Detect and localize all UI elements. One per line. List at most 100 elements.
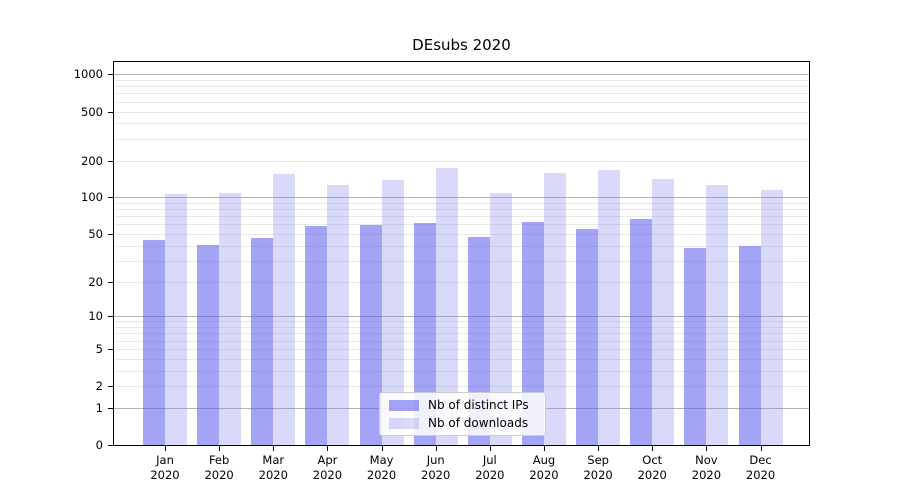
gridline-minor bbox=[114, 245, 809, 247]
y-axis-tick-label: 1 bbox=[95, 400, 103, 415]
x-tick-year: 2020 bbox=[312, 468, 343, 482]
gridline-minor bbox=[114, 260, 809, 262]
y-axis-tick-label: 50 bbox=[88, 227, 103, 242]
y-axis-tick-mark bbox=[108, 197, 113, 199]
x-tick-month: Jun bbox=[426, 453, 445, 467]
y-axis-tick-mark bbox=[108, 281, 113, 283]
gridline-minor bbox=[114, 209, 809, 211]
gridline-minor bbox=[114, 160, 809, 162]
x-tick-month: May bbox=[369, 453, 394, 467]
x-tick-year: 2020 bbox=[475, 468, 505, 482]
y-axis-tick-mark bbox=[108, 74, 113, 76]
gridline-major bbox=[114, 197, 809, 199]
gridline-minor bbox=[114, 138, 809, 140]
legend-swatch-downloads bbox=[389, 417, 419, 429]
x-axis-tick-label-dec: Dec 2020 bbox=[733, 453, 789, 483]
gridline-minor bbox=[114, 281, 809, 283]
y-axis-tick-label: 5 bbox=[95, 341, 103, 356]
grid-layer bbox=[114, 62, 809, 445]
bar-downloads-aug bbox=[543, 173, 566, 445]
x-tick-year: 2020 bbox=[745, 468, 776, 482]
x-tick-year: 2020 bbox=[529, 468, 559, 482]
bar-downloads-may bbox=[381, 179, 404, 445]
x-axis-tick-label-oct: Oct 2020 bbox=[624, 453, 680, 483]
bar-downloads-mar bbox=[273, 174, 296, 445]
y-axis-tick-label: 10 bbox=[88, 309, 103, 324]
bar-downloads-jul bbox=[489, 192, 512, 445]
gridline-minor bbox=[114, 340, 809, 342]
y-axis-tick-mark bbox=[108, 445, 113, 446]
x-axis-tick-mark bbox=[598, 446, 600, 451]
chart-title: DEsubs 2020 bbox=[412, 36, 511, 54]
gridline-minor bbox=[114, 234, 809, 236]
x-axis-tick-label-may: May 2020 bbox=[354, 453, 410, 483]
x-axis-tick-label-aug: Aug 2020 bbox=[516, 453, 572, 483]
x-axis-tick-mark bbox=[273, 446, 275, 451]
y-axis-tick-label: 1000 bbox=[73, 67, 103, 82]
gridline-minor bbox=[114, 203, 809, 205]
bar-distinct-ips-jun bbox=[413, 222, 436, 445]
x-tick-month: Oct bbox=[642, 453, 663, 467]
bar-downloads-dec bbox=[760, 190, 783, 445]
gridline-major bbox=[114, 74, 809, 76]
legend-entry-distinct-ips: Nb of distinct IPs bbox=[389, 398, 536, 412]
x-tick-month: Nov bbox=[695, 453, 718, 467]
y-axis-tick-label: 100 bbox=[81, 190, 103, 205]
y-axis-tick-mark bbox=[108, 160, 113, 162]
x-axis-tick-mark bbox=[219, 446, 221, 451]
x-axis-tick-label-sep: Sep 2020 bbox=[570, 453, 626, 483]
y-axis-tick-mark bbox=[108, 407, 113, 409]
x-axis-tick-mark bbox=[760, 446, 762, 451]
x-axis-tick-mark bbox=[489, 446, 491, 451]
y-axis-tick-label: 500 bbox=[81, 104, 103, 119]
y-axis-tick-label: 200 bbox=[81, 153, 103, 168]
x-tick-year: 2020 bbox=[258, 468, 288, 482]
x-tick-month: Dec bbox=[749, 453, 772, 467]
legend: Nb of distinct IPs Nb of downloads bbox=[379, 392, 546, 436]
bar-distinct-ips-feb bbox=[197, 244, 220, 445]
x-tick-month: Mar bbox=[262, 453, 285, 467]
bar-distinct-ips-apr bbox=[305, 226, 328, 445]
bar-downloads-apr bbox=[327, 184, 350, 445]
bar-distinct-ips-nov bbox=[684, 248, 707, 445]
bar-downloads-sep bbox=[598, 169, 621, 445]
x-axis-tick-mark bbox=[706, 446, 708, 451]
x-tick-month: Feb bbox=[208, 453, 230, 467]
x-axis-tick-label-nov: Nov 2020 bbox=[678, 453, 734, 483]
y-axis-tick-mark bbox=[108, 348, 113, 350]
bar-downloads-feb bbox=[219, 193, 242, 445]
bar-distinct-ips-aug bbox=[521, 221, 544, 445]
bar-distinct-ips-mar bbox=[251, 238, 274, 445]
gridline-minor bbox=[114, 80, 809, 82]
gridline-minor bbox=[114, 86, 809, 88]
gridline-minor bbox=[114, 370, 809, 372]
gridline-minor bbox=[114, 358, 809, 360]
bars-layer bbox=[114, 62, 809, 445]
y-axis-tick-mark bbox=[108, 316, 113, 318]
x-axis-tick-label-feb: Feb 2020 bbox=[191, 453, 247, 483]
plot-area: Nb of distinct IPs Nb of downloads bbox=[113, 61, 810, 446]
bar-distinct-ips-dec bbox=[738, 245, 761, 445]
y-axis-tick-mark bbox=[108, 234, 113, 236]
gridline-minor bbox=[114, 101, 809, 103]
bar-downloads-jan bbox=[165, 194, 187, 445]
x-axis-tick-mark bbox=[327, 446, 329, 451]
x-axis-tick-mark bbox=[381, 446, 383, 451]
x-tick-month: Aug bbox=[532, 453, 556, 467]
x-axis-tick-label-apr: Apr 2020 bbox=[299, 453, 355, 483]
legend-swatch-distinct-ips bbox=[389, 399, 419, 411]
y-axis-tick-label: 20 bbox=[88, 274, 103, 289]
bar-distinct-ips-jan bbox=[143, 239, 165, 445]
legend-label-distinct-ips: Nb of distinct IPs bbox=[428, 398, 529, 412]
x-tick-year: 2020 bbox=[366, 468, 397, 482]
gridline-minor bbox=[114, 348, 809, 350]
gridline-minor bbox=[114, 93, 809, 95]
legend-label-downloads: Nb of downloads bbox=[428, 416, 529, 430]
x-axis-tick-mark bbox=[435, 446, 437, 451]
gridline-minor bbox=[114, 333, 809, 335]
gridline-minor bbox=[114, 123, 809, 125]
x-tick-year: 2020 bbox=[421, 468, 451, 482]
x-tick-month: Jul bbox=[482, 453, 497, 467]
x-tick-month: Sep bbox=[587, 453, 609, 467]
